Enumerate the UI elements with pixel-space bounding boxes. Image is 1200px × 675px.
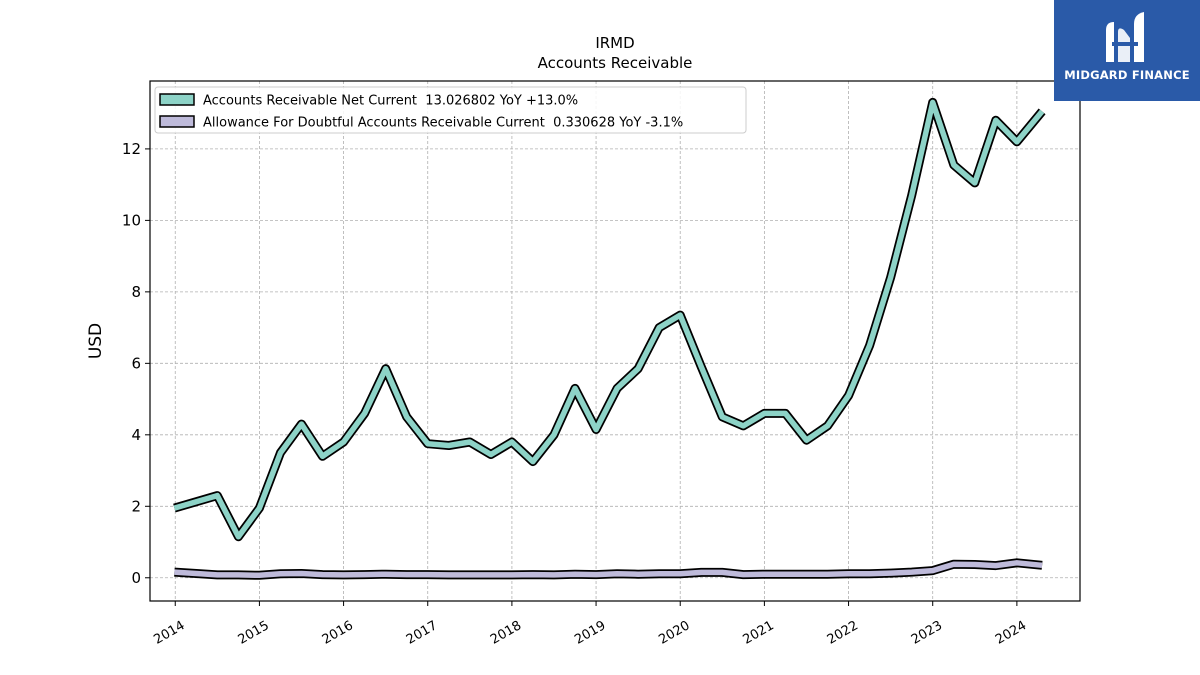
x-tick-label: 2016 — [320, 618, 356, 648]
legend-swatch-receivables — [159, 93, 195, 106]
series-0-line — [173, 99, 1045, 540]
series-0-outline — [173, 97, 1046, 542]
legend-swatch-allowance — [159, 115, 195, 128]
x-tick-label: 2019 — [572, 618, 608, 648]
x-tick-label: 2024 — [993, 618, 1029, 648]
brand-name: MIDGARD FINANCE — [1064, 68, 1190, 82]
y-axis: 0 2 4 6 8 10 12 — [122, 140, 150, 587]
x-tick-label: 2021 — [741, 618, 777, 648]
x-tick-label: 2020 — [656, 618, 692, 648]
y-axis-label: USD — [86, 323, 106, 359]
y-tick-label: 8 — [131, 283, 141, 301]
x-tick-label: 2014 — [151, 618, 187, 648]
legend-label-receivables: Accounts Receivable Net Current 13.02680… — [203, 94, 578, 109]
grid-lines — [150, 81, 1080, 601]
x-tick-label: 2018 — [488, 618, 524, 648]
y-tick-label: 12 — [122, 140, 141, 158]
y-tick-label: 6 — [131, 354, 141, 372]
x-tick-label: 2015 — [236, 618, 272, 648]
x-axis: 2014 2015 2016 2017 2018 2019 2020 2021 2022 2023… — [151, 601, 1029, 648]
legend-box — [154, 86, 747, 134]
chart-subtitle: Accounts Receivable — [538, 54, 693, 72]
midgard-logo-icon — [1106, 12, 1144, 62]
x-tick-label: 2023 — [909, 618, 945, 648]
x-tick-label: 2022 — [825, 618, 861, 648]
y-tick-label: 10 — [122, 211, 141, 229]
y-tick-label: 2 — [131, 497, 141, 515]
y-tick-label: 4 — [131, 426, 141, 444]
x-tick-label: 2017 — [404, 618, 440, 648]
plot-frame — [149, 80, 1081, 602]
chart-title: IRMD — [595, 34, 634, 52]
legend: Accounts Receivable Net Current 13.02680… — [154, 86, 747, 134]
brand-logo: MIDGARD FINANCE — [1054, 0, 1200, 101]
legend-label-allowance: Allowance For Doubtful Accounts Receivab… — [203, 116, 683, 131]
series-1-line — [174, 560, 1043, 579]
y-tick-label: 0 — [131, 569, 141, 587]
series-lines — [173, 97, 1046, 580]
